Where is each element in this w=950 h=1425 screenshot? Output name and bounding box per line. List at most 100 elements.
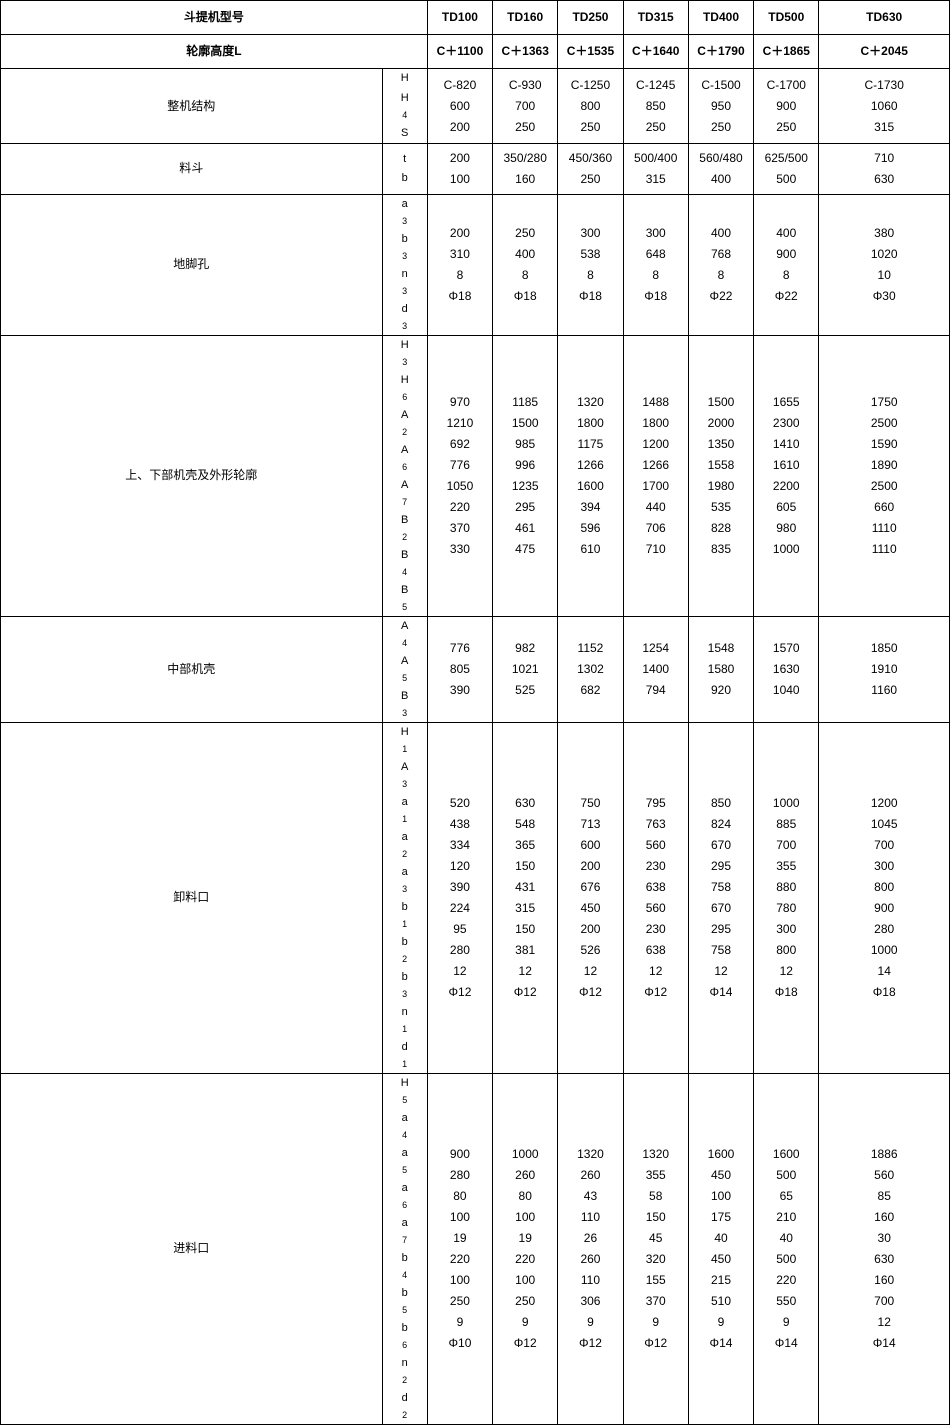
value-cell: 75071360020067645020052612Φ12	[558, 722, 623, 1073]
value: 9	[587, 1312, 594, 1333]
value: 1980	[708, 476, 735, 497]
value: 26	[584, 1228, 597, 1249]
section-name: 整机结构	[1, 69, 383, 144]
value: 320	[646, 1249, 666, 1270]
model-label: 斗提机型号	[1, 1, 428, 35]
value: 1910	[871, 659, 898, 680]
value: 295	[515, 497, 535, 518]
value: 525	[515, 680, 535, 701]
value: 260	[515, 1165, 535, 1186]
section-row: 料斗tb200100350/280160450/360250500/400315…	[1, 143, 950, 194]
value: 1160	[871, 680, 897, 701]
value: 12	[453, 961, 466, 982]
value: 1200	[642, 434, 669, 455]
value: 700	[874, 835, 894, 856]
value: 985	[515, 434, 535, 455]
value: 560	[646, 898, 666, 919]
value: 1152	[578, 638, 604, 659]
value: 2500	[871, 476, 898, 497]
value: 1320	[577, 1144, 604, 1165]
param-label: d3	[402, 300, 408, 335]
value: 1886	[871, 1144, 898, 1165]
value: 700	[515, 96, 535, 117]
value: 500	[776, 169, 796, 190]
value-cell: 165523001410161022006059801000	[754, 335, 819, 616]
value: 1000	[871, 940, 898, 961]
value: 400	[711, 223, 731, 244]
value: 670	[711, 898, 731, 919]
value-cell: 12001045700300800900280100014Φ18	[819, 722, 950, 1073]
value-cell: 2504008Φ18	[493, 194, 558, 335]
value: Φ12	[448, 982, 471, 1003]
value: Φ10	[448, 1333, 471, 1354]
value: 828	[711, 518, 731, 539]
value: 805	[450, 659, 470, 680]
value: Φ18	[579, 286, 602, 307]
param-label: B4	[401, 546, 408, 581]
value: 550	[776, 1291, 796, 1312]
value: 306	[580, 1291, 600, 1312]
value: 500/400	[634, 148, 677, 169]
value: 110	[581, 1207, 600, 1228]
value: 9	[718, 1312, 725, 1333]
value: 200	[450, 148, 470, 169]
value: 1302	[577, 659, 604, 680]
value-cell: 450/360250	[558, 143, 623, 194]
model-col: TD160	[493, 1, 558, 35]
value: 996	[515, 455, 535, 476]
value: 1600	[577, 476, 604, 497]
value: 1410	[773, 434, 800, 455]
value: 776	[450, 455, 470, 476]
value: 1800	[642, 413, 669, 434]
value: 1175	[578, 434, 604, 455]
height-label: 轮廓高度L	[1, 35, 428, 69]
value: 210	[776, 1207, 796, 1228]
value: 230	[646, 856, 666, 877]
value: 1210	[447, 413, 474, 434]
value: 670	[711, 835, 731, 856]
param-label: b5	[402, 1284, 408, 1319]
param-label: B2	[401, 511, 408, 546]
value: 150	[646, 1207, 666, 1228]
value: 80	[519, 1186, 532, 1207]
param-label: a3	[402, 195, 408, 230]
value: 800	[580, 96, 600, 117]
value-cell: 560/480400	[688, 143, 753, 194]
value: 300	[874, 856, 894, 877]
value: 200	[450, 223, 470, 244]
section-name: 卸料口	[1, 722, 383, 1073]
value: 776	[450, 638, 470, 659]
param-list: H5a4a5a6a7b4b5b6n2d2	[382, 1073, 427, 1424]
value: 824	[711, 814, 731, 835]
value: 100	[450, 1270, 470, 1291]
value: 280	[450, 1165, 470, 1186]
param-label: n2	[402, 1354, 408, 1389]
value: 150	[515, 856, 535, 877]
value: 1000	[512, 1144, 539, 1165]
value-cell: C-1500950250	[688, 69, 753, 144]
value: 19	[519, 1228, 532, 1249]
value: 1600	[708, 1144, 735, 1165]
value: 224	[450, 898, 470, 919]
value: Φ22	[710, 286, 733, 307]
value: Φ14	[710, 982, 733, 1003]
param-label: b4	[402, 1249, 408, 1284]
value: 100	[450, 1207, 470, 1228]
value: 12	[649, 961, 662, 982]
value: C-1730	[865, 75, 904, 96]
value-cell: 79576356023063856023063812Φ12	[623, 722, 688, 1073]
value: 215	[711, 1270, 731, 1291]
value: 355	[646, 1165, 666, 1186]
value: 9	[652, 1312, 659, 1333]
value: 970	[450, 392, 470, 413]
value: 8	[587, 265, 594, 286]
value: 600	[450, 96, 470, 117]
value-cell: C-930700250	[493, 69, 558, 144]
value-cell: 14881800120012661700440706710	[623, 335, 688, 616]
table-body: 整机结构HH4SC-820600200C-930700250C-12508002…	[1, 69, 950, 1425]
value: 315	[874, 117, 894, 138]
value: C-1245	[636, 75, 675, 96]
value: 110	[581, 1270, 600, 1291]
value: Φ12	[579, 982, 602, 1003]
value-cell: 85082467029575867029575812Φ14	[688, 722, 753, 1073]
